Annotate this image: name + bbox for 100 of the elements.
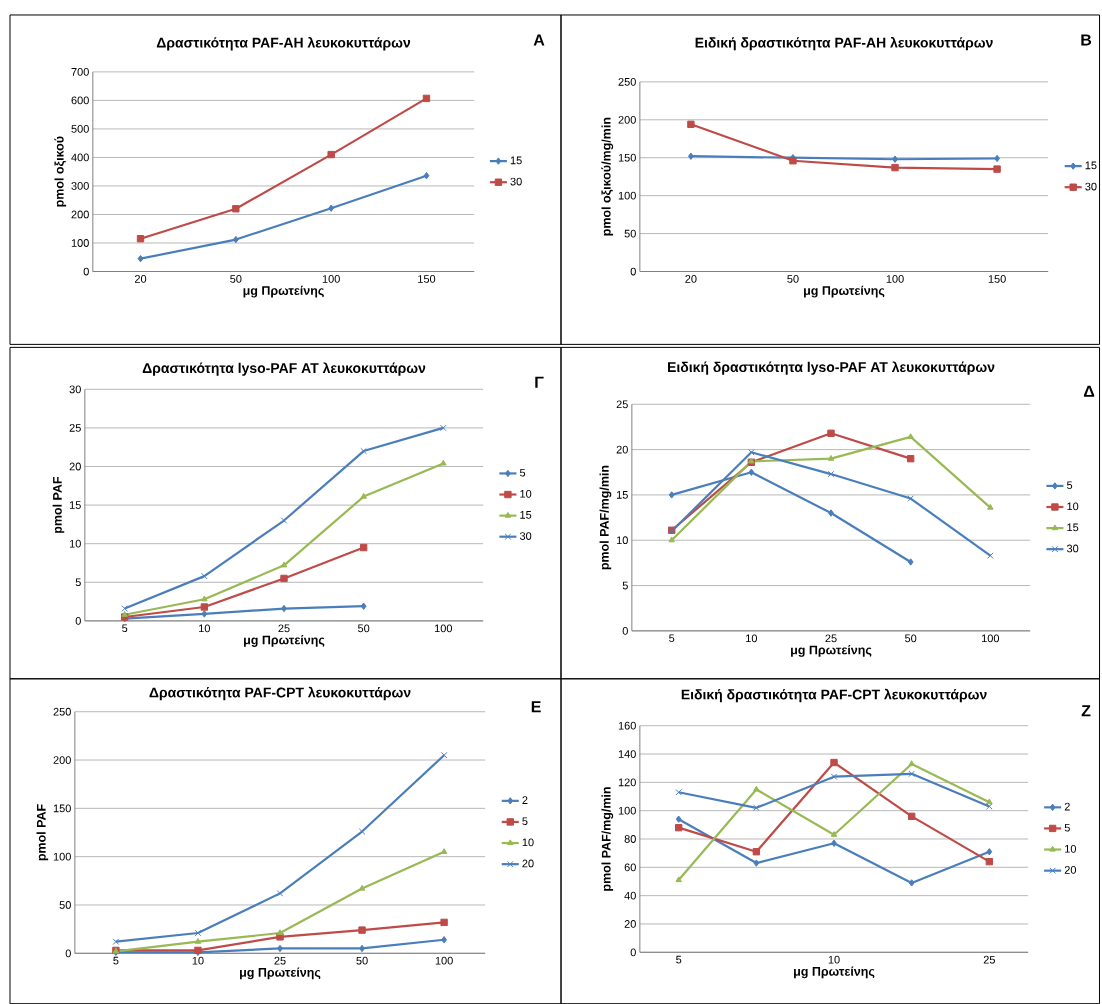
x-tick-label: 10 [746, 634, 758, 643]
legend-label: 5 [519, 468, 526, 477]
x-axis-title: μg Πρωτείνης [794, 966, 875, 979]
y-axis-title: pmol PAF [52, 476, 65, 533]
y-tick-label: 200 [53, 756, 71, 764]
y-tick-label: 15 [69, 501, 81, 509]
x-tick-label: 5 [669, 634, 675, 642]
x-tick-label: 20 [685, 274, 697, 283]
text: Z [1081, 705, 1091, 717]
text: Γ [535, 376, 544, 388]
legend-label: 15 [520, 511, 532, 519]
y-tick-label: 500 [71, 124, 89, 133]
y-tick-label: 25 [616, 400, 628, 409]
x-axis-title: μg Πρωτείνης [804, 285, 885, 298]
y-tick-label: 120 [618, 778, 636, 787]
y-tick-label: 0 [65, 949, 71, 958]
y-tick-label: 10 [69, 539, 81, 548]
x-axis-title: μg Πρωτείνης [240, 967, 321, 980]
x-tick-label: 20 [134, 274, 147, 283]
legend-label: 2 [522, 796, 528, 804]
y-tick-label: 15 [616, 491, 628, 499]
chart-title: Δραστικότητα PAF-CPT λευκοκυττάρων [149, 686, 411, 701]
y-tick-label: 100 [71, 239, 89, 247]
y-tick-label: 250 [53, 707, 71, 716]
y-tick-label: 50 [624, 229, 636, 238]
y-tick-label: 250 [618, 77, 636, 86]
x-tick-label: 100 [434, 624, 453, 633]
y-tick-label: 0 [622, 626, 628, 635]
y-tick-label: 100 [618, 191, 636, 200]
x-tick-label: 10 [199, 624, 210, 633]
y-tick-label: 600 [71, 96, 89, 105]
text: Δ [1083, 385, 1095, 397]
x-tick-label: 25 [825, 634, 837, 643]
chart-title: Ειδική δραστικότητα PAF-CPT λευκοκυττάρων [681, 688, 987, 703]
legend-label: 5 [522, 817, 528, 825]
y-axis-title: pmol οξικού [54, 136, 67, 207]
y-tick-label: 5 [622, 581, 628, 590]
x-tick-label: 25 [278, 624, 290, 633]
text: E [531, 701, 541, 713]
x-axis-title: μg Πρωτείνης [244, 634, 325, 647]
x-tick-label: 10 [192, 956, 204, 965]
y-tick-label: 10 [616, 536, 628, 545]
legend-label: 20 [522, 859, 534, 868]
legend-label: 10 [520, 489, 532, 498]
x-tick-label: 5 [676, 955, 682, 964]
y-tick-label: 25 [69, 423, 81, 432]
y-tick-label: 300 [71, 181, 89, 190]
y-tick-label: 400 [71, 153, 89, 162]
x-axis-title: μg Πρωτείνης [243, 285, 324, 298]
legend-label: 2 [1064, 802, 1070, 811]
x-tick-label: 5 [113, 956, 119, 965]
x-tick-label: 10 [828, 955, 840, 964]
y-tick-label: 80 [624, 835, 636, 843]
chart-title: Δραστικότητα PAF-AH λευκοκυττάρων [156, 36, 411, 51]
x-axis-title: μg Πρωτείνης [791, 644, 872, 657]
y-tick-label: 20 [616, 445, 628, 454]
x-tick-label: 50 [356, 956, 368, 965]
y-tick-label: 200 [618, 115, 636, 124]
y-tick-label: 30 [69, 385, 81, 394]
y-axis-title: pmol PAF/mg/min [599, 465, 612, 570]
y-tick-label: 0 [630, 267, 636, 276]
x-tick-label: 100 [435, 956, 453, 965]
y-tick-label: 20 [69, 462, 81, 471]
x-tick-label: 50 [787, 274, 799, 283]
x-tick-label: 100 [886, 274, 904, 283]
x-tick-label: 150 [418, 274, 436, 283]
y-tick-label: 140 [618, 750, 636, 758]
y-tick-label: 0 [630, 948, 636, 957]
legend-label: 10 [1065, 844, 1077, 853]
y-tick-label: 100 [618, 806, 636, 815]
y-axis-title: pmol PAF [36, 804, 49, 861]
y-axis-title: pmol οξικού/mg/min [601, 117, 614, 236]
y-tick-label: 160 [618, 721, 636, 730]
x-tick-label: 100 [322, 274, 340, 283]
x-tick-label: 50 [905, 634, 917, 643]
y-tick-label: 0 [83, 267, 89, 276]
y-tick-label: 50 [59, 901, 71, 909]
y-tick-label: 150 [618, 153, 636, 162]
legend-label: 15 [1085, 161, 1097, 170]
x-tick-label: 25 [274, 956, 286, 965]
x-tick-label: 50 [357, 624, 370, 633]
y-tick-label: 150 [53, 804, 71, 813]
legend-label: 30 [519, 532, 532, 540]
y-tick-label: 100 [53, 852, 71, 861]
text: B [1081, 34, 1092, 46]
x-tick-label: 100 [982, 634, 1000, 643]
legend-label: 15 [1067, 523, 1079, 532]
legend-label: 10 [1067, 502, 1079, 511]
legend-label: 5 [1066, 481, 1073, 489]
x-tick-label: 150 [988, 274, 1006, 283]
chart-title: Ειδική δραστικότητα lyso-PAF AT λευκοκυττάρων [668, 361, 995, 375]
y-tick-label: 0 [75, 616, 81, 625]
y-tick-label: 5 [75, 578, 81, 587]
text: A [533, 34, 545, 46]
y-tick-label: 700 [71, 67, 89, 76]
x-tick-label: 25 [983, 955, 995, 964]
y-tick-label: 20 [624, 920, 636, 928]
y-axis-title: pmol PAF/mg/min [601, 787, 614, 891]
y-tick-label: 200 [71, 210, 89, 219]
legend-label: 30 [510, 177, 522, 186]
